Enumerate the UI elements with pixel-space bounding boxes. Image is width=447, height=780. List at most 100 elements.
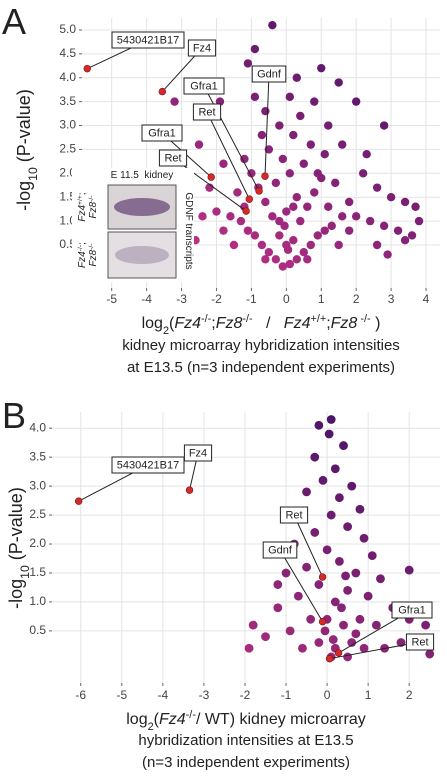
data-point: [339, 441, 348, 450]
data-point: [335, 556, 344, 566]
data-point: [330, 597, 340, 607]
data-point: [226, 212, 235, 221]
data-point: [250, 44, 260, 54]
data-point: [243, 226, 253, 235]
data-point: [334, 78, 343, 87]
label-part: Fz4: [77, 205, 88, 222]
data-point: [257, 240, 267, 250]
data-point: [271, 178, 281, 188]
data-point: [351, 629, 361, 639]
label-part: Fz8: [216, 315, 243, 332]
data-point: [347, 481, 357, 491]
label-part: ;: [77, 242, 88, 245]
inset-row-label: Fz8-/-: [88, 243, 100, 266]
x-tick-label: -3: [176, 292, 187, 306]
panel-letter: B: [2, 395, 26, 436]
callout-line: [172, 157, 247, 212]
y-axis-label: -log10 (P-value): [14, 89, 40, 211]
x-axis-subtitle: kidney microarray hybridization intensit…: [122, 337, 400, 354]
label-part: -/-: [77, 245, 84, 251]
label-part: ): [371, 315, 381, 332]
label-part: 10: [26, 167, 40, 181]
data-point: [314, 638, 324, 647]
data-point: [355, 614, 365, 624]
label-part: 2: [148, 721, 154, 733]
data-point: [425, 649, 435, 659]
data-point: [302, 487, 311, 497]
label-part: (P-value): [14, 89, 34, 167]
data-point: [285, 169, 295, 178]
highlight-point: [185, 486, 194, 494]
data-point: [261, 255, 270, 264]
highlight-point: [245, 195, 253, 203]
data-point: [296, 111, 305, 121]
callout-line: [329, 641, 421, 660]
data-point: [257, 130, 267, 140]
callout-box: [111, 31, 185, 49]
data-point: [273, 603, 283, 613]
callout-line: [206, 111, 250, 200]
label-part: (: [154, 711, 160, 728]
data-point: [320, 226, 329, 235]
data-point: [334, 240, 343, 250]
highlight-point: [242, 207, 250, 215]
y-tick-label: 4.5: [59, 46, 76, 60]
data-point: [282, 207, 291, 216]
y-tick-label: 3.0: [29, 478, 46, 492]
data-point: [320, 626, 330, 636]
callout-label: Gfra1: [398, 604, 426, 616]
data-point: [275, 231, 284, 240]
data-point: [244, 643, 254, 653]
inset-row-label: Fz4+/+;: [77, 192, 89, 221]
callout-label: Ret: [285, 509, 302, 521]
data-point: [194, 140, 204, 149]
x-tick-label: 3: [388, 292, 395, 306]
data-point: [320, 149, 329, 159]
inset-stain-bottom: [115, 246, 169, 264]
data-point: [306, 140, 315, 149]
highlight-point: [74, 497, 83, 505]
data-point: [250, 92, 260, 102]
y-tick-label: 3.5: [59, 94, 76, 108]
y-tick-label: 2.0: [29, 536, 46, 550]
highlight-point: [325, 654, 334, 663]
label-part: Fz8: [88, 249, 99, 266]
label-part: Fz4: [159, 711, 186, 728]
callout-label: 5430421B17: [117, 34, 179, 46]
callout-box: [279, 506, 309, 524]
label-part: -/-: [357, 313, 371, 325]
y-tick-label: 4.0: [59, 70, 76, 84]
data-point: [261, 197, 270, 207]
data-point: [275, 216, 284, 226]
label-part: (P-value): [6, 487, 26, 565]
data-point: [322, 545, 332, 555]
label-part: -/-: [186, 709, 197, 721]
highlight-point: [158, 87, 167, 96]
data-point: [324, 202, 333, 211]
y-tick-label: 3.0: [59, 118, 76, 132]
label-part: -log: [14, 181, 34, 211]
x-tick-label: 0: [283, 292, 290, 306]
data-point: [303, 202, 312, 211]
data-point: [298, 643, 307, 653]
x-tick-label: 4: [423, 292, 430, 306]
label-part: 10: [18, 565, 32, 579]
data-point: [212, 207, 221, 216]
label-part: ;: [77, 192, 88, 195]
data-point: [306, 240, 315, 250]
data-point: [296, 216, 305, 226]
label-part: Fz8: [88, 201, 99, 218]
callout-label: Gdnf: [268, 544, 293, 556]
inset-side-label: GDNF transcripts: [183, 192, 194, 269]
y-tick-label: 1.0: [29, 594, 46, 608]
data-point: [310, 528, 320, 537]
data-point: [421, 620, 431, 630]
label-part: Fz4: [284, 315, 311, 332]
highlight-point: [83, 64, 91, 73]
data-point: [247, 169, 256, 178]
inset-row-label: Fz8-/-: [88, 195, 100, 218]
callout-label: Ret: [164, 152, 181, 164]
y-axis-label: -log10 (P-value): [6, 487, 32, 609]
data-point: [289, 130, 298, 140]
label-part: log: [142, 315, 163, 332]
